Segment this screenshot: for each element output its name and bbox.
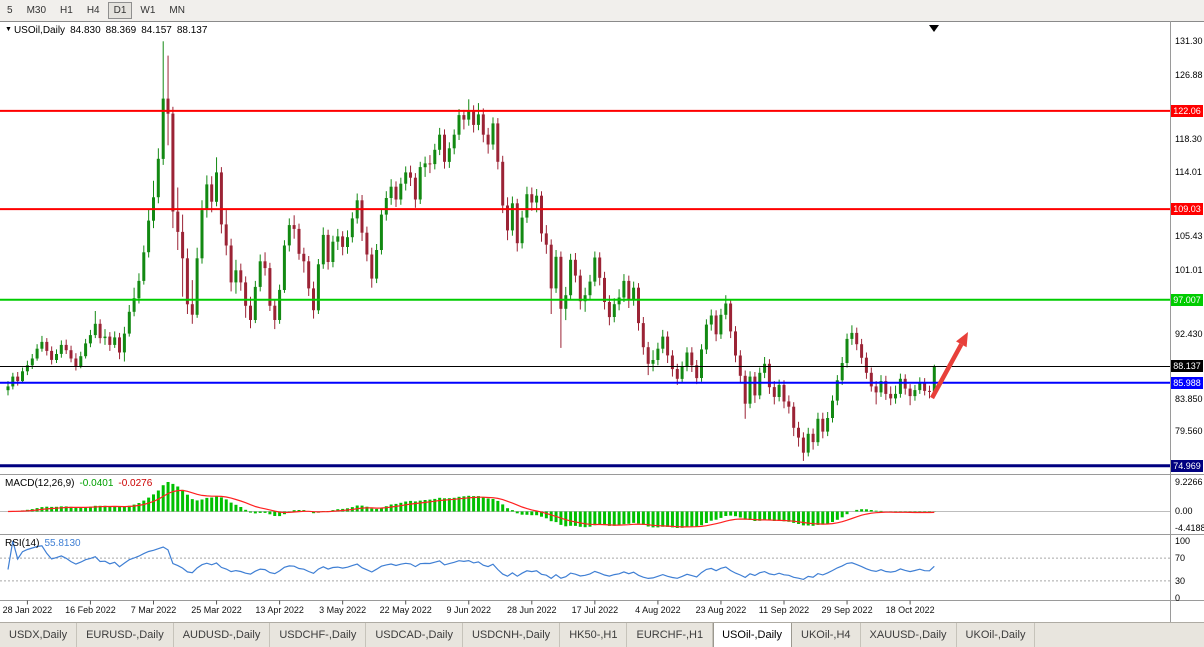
rsi-axis-label: 30 <box>1175 576 1186 586</box>
chart-tab-xauusd-daily[interactable]: XAUUSD-,Daily <box>861 623 957 647</box>
rsi-axis-label: 70 <box>1175 553 1186 563</box>
price-axis-tick: 83.850 <box>1175 394 1203 404</box>
symbol-marker-icon: ▼ <box>5 26 12 33</box>
price-axis[interactable]: 131.30 126.88 118.30 114.01 105.43 101.01 92.4… <box>1170 21 1204 622</box>
rsi-title: RSI(14) <box>5 538 40 549</box>
ohlc-low: 84.157 <box>141 25 172 36</box>
timeframe-button-mn[interactable]: MN <box>169 5 185 16</box>
chart-tab-usoil-daily[interactable]: USOil-,Daily <box>713 623 793 647</box>
time-axis-label: 23 Aug 2022 <box>695 605 747 615</box>
time-axis-ticks <box>26 600 911 605</box>
macd-indicator-label: MACD(12,26,9) -0.0401 -0.0276 <box>5 478 152 489</box>
timeframe-button-m30[interactable]: M30 <box>26 5 47 16</box>
chart-tab-usdx-daily[interactable]: USDX,Daily <box>0 623 78 647</box>
chart-tab-ukoil-h4[interactable]: UKOil-,H4 <box>792 623 861 647</box>
time-axis-label: 25 Mar 2022 <box>191 605 242 615</box>
time-axis-label: 28 Jun 2022 <box>507 605 557 615</box>
macd-axis-label: 0.00 <box>1175 506 1193 516</box>
ohlc-high: 88.369 <box>105 25 137 36</box>
price-axis-tick: 126.88 <box>1175 70 1203 80</box>
macd-axis-label: 9.2266 <box>1175 477 1203 487</box>
support-line-blue-label: 85.988 <box>1171 377 1203 389</box>
time-axis-label: 16 Feb 2022 <box>65 605 116 615</box>
trend-arrow-annotation[interactable] <box>930 332 968 400</box>
time-axis-label: 28 Jan 2022 <box>2 605 53 615</box>
macd-signal-line <box>7 489 935 528</box>
time-axis-label: 9 Jun 2022 <box>446 605 492 615</box>
chart-canvas[interactable] <box>0 21 1204 622</box>
current-price-line-label: 88.137 <box>1171 360 1203 372</box>
macd-histogram <box>11 482 936 528</box>
timeframe-button-w1[interactable]: W1 <box>140 5 156 16</box>
price-axis-tick: 118.30 <box>1175 134 1202 144</box>
chart-tabs-bar: USDX,Daily EURUSD-,Daily AUDUSD-,Daily USDC… <box>0 622 1204 647</box>
macd-axis-label: -4.4188 <box>1175 523 1204 533</box>
time-axis[interactable]: 28 Jan 2022 16 Feb 2022 7 Mar 2022 25 Mar 2… <box>0 601 1170 622</box>
price-axis-tick: 92.430 <box>1175 329 1203 339</box>
chart-tab-eurusd-daily[interactable]: EURUSD-,Daily <box>77 623 174 647</box>
chart-tab-ukoil-daily[interactable]: UKOil-,Daily <box>957 623 1036 647</box>
support-line-navy-label: 74.969 <box>1171 460 1203 472</box>
resistance-line-green-label: 97.007 <box>1171 294 1203 306</box>
macd-signal-value: -0.0276 <box>118 478 153 489</box>
macd-main-value: -0.0401 <box>79 478 114 489</box>
chart-symbol-ohlc: ▼ USOil,Daily 84.830 88.369 84.157 88.137 <box>5 25 207 36</box>
chart-tab-hk50-h1[interactable]: HK50-,H1 <box>560 623 628 647</box>
time-axis-label: 11 Sep 2022 <box>758 605 810 615</box>
chart-overlay: ▼ USOil,Daily 84.830 88.369 84.157 88.137 MAC… <box>0 21 1204 622</box>
price-axis-tick: 131.30 <box>1175 36 1203 46</box>
time-axis-label: 4 Aug 2022 <box>635 605 681 615</box>
rsi-axis-label: 100 <box>1175 536 1191 546</box>
time-axis-label: 7 Mar 2022 <box>130 605 177 615</box>
chart-tab-usdcnh-daily[interactable]: USDCNH-,Daily <box>463 623 561 647</box>
chart-tab-audusd-daily[interactable]: AUDUSD-,Daily <box>174 623 271 647</box>
time-axis-label: 22 May 2022 <box>379 605 432 615</box>
price-axis-tick: 101.01 <box>1175 265 1203 275</box>
resistance-line-red-upper-label: 122.06 <box>1171 105 1203 117</box>
macd-title: MACD(12,26,9) <box>5 478 75 489</box>
time-axis-label: 13 Apr 2022 <box>255 605 304 615</box>
time-axis-label: 3 May 2022 <box>319 605 367 615</box>
price-axis-tick: 79.560 <box>1175 426 1203 436</box>
rsi-value: 55.8130 <box>44 538 81 549</box>
timeframe-toolbar: 5 M30 H1 H4 D1 W1 MN <box>0 0 1204 21</box>
chart-area[interactable]: ▼ USOil,Daily 84.830 88.369 84.157 88.137 MAC… <box>0 21 1204 622</box>
rsi-axis-label: 0 <box>1175 593 1181 603</box>
rsi-indicator-label: RSI(14) 55.8130 <box>5 538 81 549</box>
timeframe-button-h1[interactable]: H1 <box>60 5 73 16</box>
chart-tab-usdchf-daily[interactable]: USDCHF-,Daily <box>270 623 367 647</box>
price-axis-tick: 114.01 <box>1175 167 1202 177</box>
time-axis-label: 17 Jul 2022 <box>571 605 619 615</box>
timeframe-button-d1[interactable]: D1 <box>107 2 133 19</box>
chart-tab-eurchf-h1[interactable]: EURCHF-,H1 <box>627 623 714 647</box>
chart-shift-marker[interactable] <box>929 25 939 32</box>
price-axis-tick: 105.43 <box>1175 231 1203 241</box>
candles-series <box>6 41 936 461</box>
chart-tab-usdcad-daily[interactable]: USDCAD-,Daily <box>366 623 463 647</box>
timeframe-button-h4[interactable]: H4 <box>86 5 100 16</box>
rsi-line <box>7 540 935 581</box>
chart-symbol: USOil,Daily <box>13 25 66 36</box>
time-axis-label: 18 Oct 2022 <box>885 605 935 615</box>
timeframe-button-5[interactable]: 5 <box>7 5 13 16</box>
ohlc-close: 88.137 <box>176 25 208 36</box>
ohlc-open: 84.830 <box>70 25 101 36</box>
resistance-line-red-lower-label: 109.03 <box>1171 203 1203 215</box>
time-axis-label: 29 Sep 2022 <box>821 605 873 615</box>
